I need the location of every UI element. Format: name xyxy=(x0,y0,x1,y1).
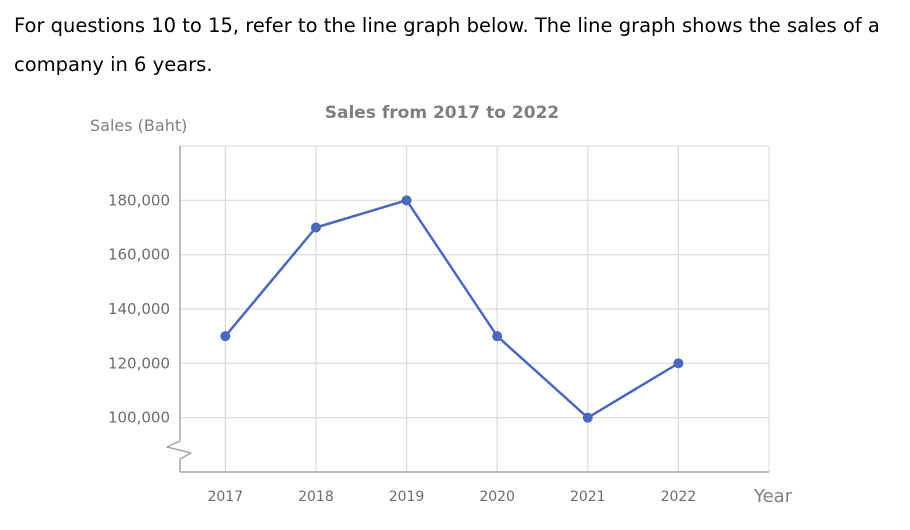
x-tick-label: 2017 xyxy=(207,489,243,505)
series-line xyxy=(224,199,680,419)
y-tick-label: 100,000 xyxy=(108,409,170,427)
data-point xyxy=(582,412,593,423)
y-tick-label: 180,000 xyxy=(108,191,170,209)
grid xyxy=(180,145,770,472)
question-text: For questions 10 to 15, refer to the lin… xyxy=(14,14,880,76)
y-tick-label: 140,000 xyxy=(108,300,170,318)
axis-break-icon xyxy=(166,440,192,472)
x-tick-label: 2021 xyxy=(570,489,606,505)
x-tick-label: 2020 xyxy=(479,489,515,505)
x-tick-label: 2022 xyxy=(661,489,697,505)
data-point xyxy=(401,195,412,206)
x-tick-label: 2018 xyxy=(298,489,334,505)
data-point xyxy=(673,358,684,369)
y-axis-label: Sales (Baht) xyxy=(90,116,187,135)
y-tick-label: 120,000 xyxy=(108,354,170,372)
x-axis-label: Year xyxy=(753,486,793,507)
chart-title: Sales from 2017 to 2022 xyxy=(325,103,559,123)
data-point xyxy=(492,331,503,342)
tick-labels: 100,000 120,000 140,000 160,000 180,000 2017 2… xyxy=(108,191,696,505)
y-tick-label: 160,000 xyxy=(108,246,170,264)
data-point xyxy=(220,331,231,342)
x-tick-label: 2019 xyxy=(389,489,425,505)
data-point xyxy=(310,222,321,233)
axes xyxy=(166,146,769,473)
series-layer xyxy=(220,195,684,423)
